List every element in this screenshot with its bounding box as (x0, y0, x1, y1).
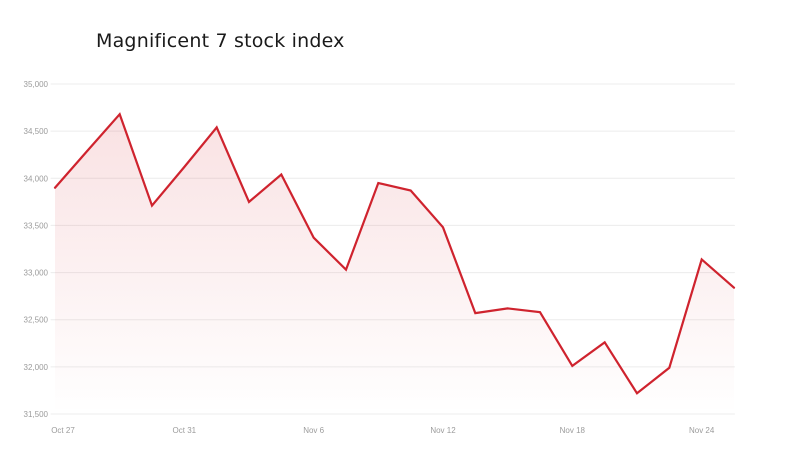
chart-title: Magnificent 7 stock index (96, 30, 345, 52)
y-axis-label: 32,000 (24, 363, 49, 372)
x-axis-label: Nov 6 (303, 426, 324, 435)
x-axis-label: Nov 18 (560, 426, 586, 435)
y-axis-label: 31,500 (24, 410, 49, 419)
area-fill (55, 114, 734, 414)
price-line (53, 112, 736, 395)
y-axis-label: 35,000 (24, 80, 49, 89)
x-axis-label: Nov 12 (430, 426, 456, 435)
y-axis-label: 32,500 (24, 316, 49, 325)
y-axis-label: 33,000 (24, 269, 49, 278)
y-axis-label: 33,500 (24, 221, 49, 230)
x-axis-label: Oct 31 (173, 426, 197, 435)
x-axis-label: Nov 24 (689, 426, 715, 435)
y-axis-label: 34,500 (24, 127, 49, 136)
x-axis-label: Oct 27 (51, 426, 75, 435)
y-axis-label: 34,000 (24, 174, 49, 183)
